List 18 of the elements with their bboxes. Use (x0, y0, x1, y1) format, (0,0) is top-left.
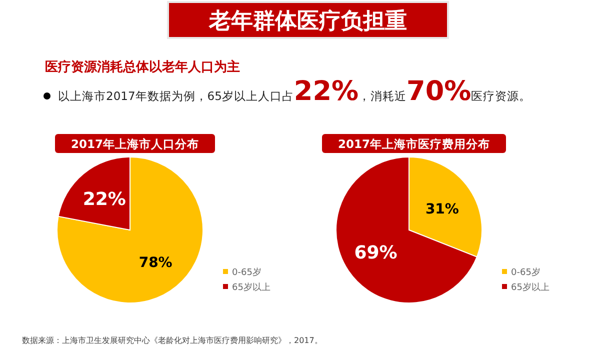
data-label: 22% (82, 189, 126, 210)
data-label: 69% (354, 242, 398, 264)
data-label: 78% (138, 254, 172, 271)
text: 医疗资源。 (471, 89, 532, 103)
legend-label: 65岁以上 (511, 282, 550, 293)
chart-title: 2017年上海市医疗费用分布 (338, 137, 490, 151)
chart-title: 2017年上海市人口分布 (70, 137, 200, 151)
data-label: 31% (425, 201, 459, 218)
text: ，消耗近 (358, 89, 407, 103)
legend-label: 65岁以上 (232, 282, 270, 293)
text: 医疗资源消耗总体以老年人口为主 (45, 59, 240, 75)
legend-label: 0-65岁 (232, 267, 262, 278)
source-note: 数据来源：上海市卫生发展研究中心《老龄化对上海市医疗费用影响研究》，2017。 (22, 336, 322, 345)
text: 老年群体医疗负担重 (208, 9, 407, 34)
legend-label: 0-65岁 (511, 267, 540, 278)
text: 70% (406, 76, 472, 107)
text: 以上海市2017年数据为例，65岁以上人口占 (58, 89, 294, 103)
text: 22% (294, 76, 359, 107)
